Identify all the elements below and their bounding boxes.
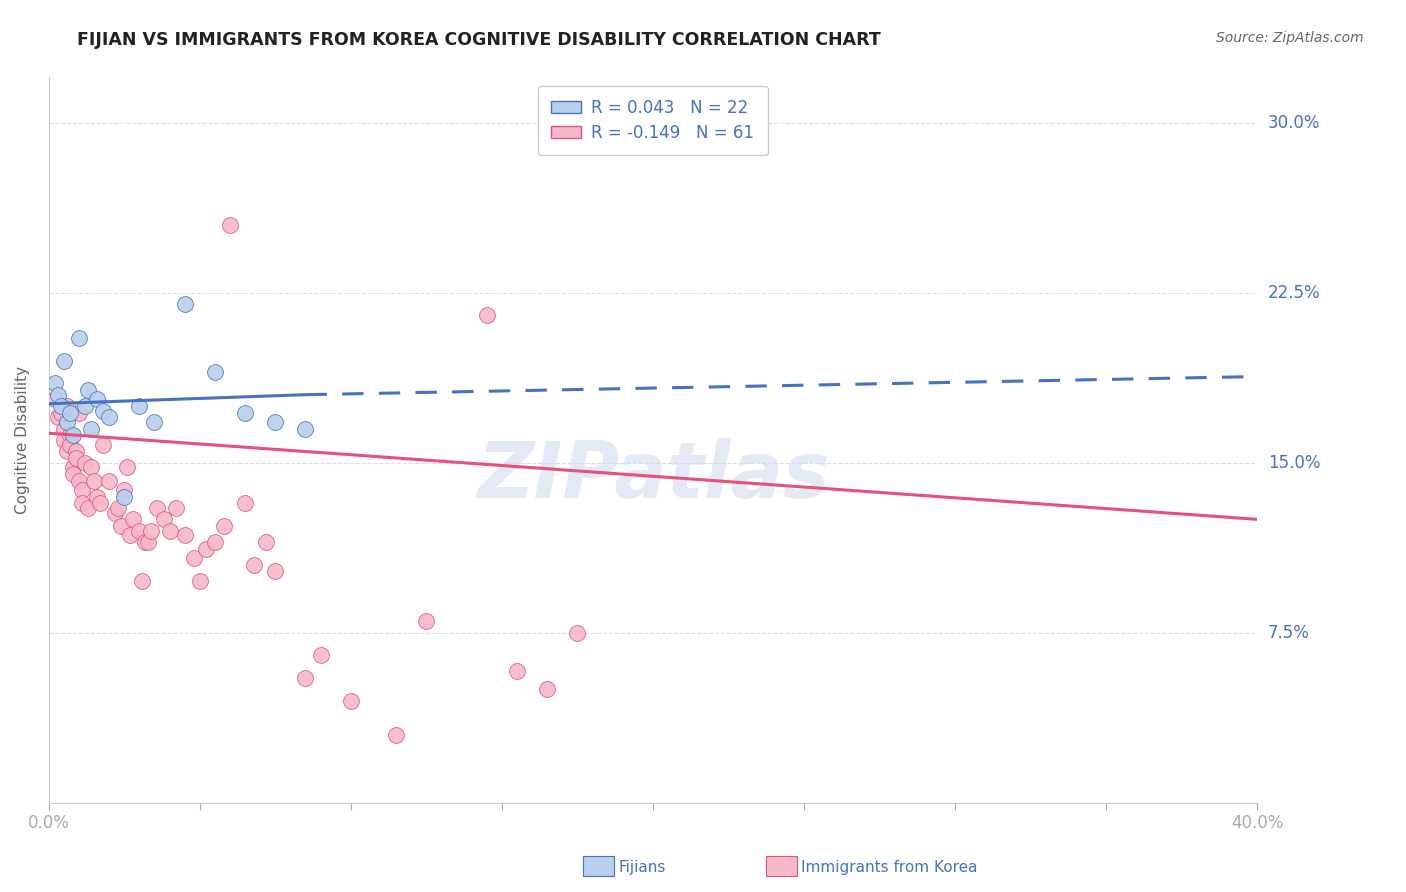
Point (59, 437, 82, 451)
Point (173, 528, 195, 542)
Text: Immigrants from Korea: Immigrants from Korea (801, 860, 979, 874)
Point (91, 403, 114, 417)
Text: Fijians: Fijians (619, 860, 666, 874)
Point (233, 496, 256, 510)
Text: 7.5%: 7.5% (1268, 624, 1310, 641)
Point (89, 496, 111, 510)
Point (52, 353, 75, 368)
Point (194, 541, 217, 556)
Point (52, 433, 75, 447)
Point (131, 574, 153, 588)
Point (128, 524, 150, 538)
Point (65, 451, 87, 466)
Legend: R = 0.043   N = 22, R = -0.149   N = 61: R = 0.043 N = 22, R = -0.149 N = 61 (538, 86, 768, 155)
Point (122, 512, 145, 526)
Point (143, 415, 166, 429)
Point (62, 467, 84, 481)
Point (138, 535, 160, 549)
Point (415, 615, 437, 629)
Point (107, 501, 129, 516)
Point (567, 625, 589, 640)
Point (49, 406, 72, 420)
Point (146, 501, 169, 516)
Point (67, 331, 90, 345)
Point (59, 406, 82, 420)
Point (46, 387, 69, 401)
Point (183, 550, 205, 565)
Point (80, 422, 103, 436)
Point (104, 506, 127, 520)
Point (134, 535, 156, 549)
Point (159, 524, 181, 538)
Point (475, 309, 498, 323)
Text: 30.0%: 30.0% (1268, 114, 1320, 132)
Text: ZIPatlas: ZIPatlas (477, 438, 830, 515)
Text: FIJIAN VS IMMIGRANTS FROM KOREA COGNITIVE DISABILITY CORRELATION CHART: FIJIAN VS IMMIGRANTS FROM KOREA COGNITIV… (77, 31, 882, 49)
Point (70, 483, 93, 497)
Point (173, 297, 195, 311)
Point (98, 410, 121, 425)
Point (98, 474, 121, 488)
Point (204, 365, 226, 379)
Point (141, 524, 163, 538)
Point (188, 574, 211, 588)
Point (77, 383, 100, 397)
Point (117, 460, 139, 475)
Point (65, 444, 87, 458)
Text: 15.0%: 15.0% (1268, 454, 1320, 472)
Point (340, 693, 363, 707)
Point (165, 501, 187, 516)
Point (67, 406, 90, 420)
Point (506, 664, 529, 678)
Point (52, 422, 75, 436)
Point (86, 392, 108, 407)
Text: 22.5%: 22.5% (1268, 284, 1320, 301)
Point (233, 406, 256, 420)
Point (112, 490, 135, 504)
Point (128, 399, 150, 413)
Point (80, 460, 103, 475)
Point (219, 218, 242, 232)
Point (110, 519, 132, 533)
Point (309, 648, 332, 663)
Point (73, 399, 96, 413)
Point (56, 415, 79, 429)
Point (86, 490, 108, 504)
Point (112, 483, 135, 497)
Point (204, 535, 226, 549)
Point (44, 392, 66, 407)
Point (294, 422, 316, 436)
Point (243, 558, 266, 572)
Point (77, 501, 100, 516)
Point (70, 496, 93, 510)
Point (536, 682, 558, 697)
Point (49, 399, 72, 413)
Point (67, 474, 90, 488)
Point (83, 474, 105, 488)
Point (264, 565, 287, 579)
Text: Source: ZipAtlas.com: Source: ZipAtlas.com (1216, 31, 1364, 45)
Point (56, 444, 79, 458)
Point (264, 415, 287, 429)
Point (152, 512, 174, 526)
Point (212, 519, 235, 533)
Point (91, 437, 114, 451)
Point (254, 535, 277, 549)
Point (56, 399, 79, 413)
Point (120, 528, 142, 542)
Point (385, 728, 408, 742)
Point (62, 460, 84, 475)
Point (44, 376, 66, 391)
Point (73, 456, 96, 470)
Point (62, 428, 84, 442)
Point (294, 671, 316, 685)
Point (59, 428, 82, 442)
Y-axis label: Cognitive Disability: Cognitive Disability (15, 366, 30, 514)
Point (46, 410, 69, 425)
